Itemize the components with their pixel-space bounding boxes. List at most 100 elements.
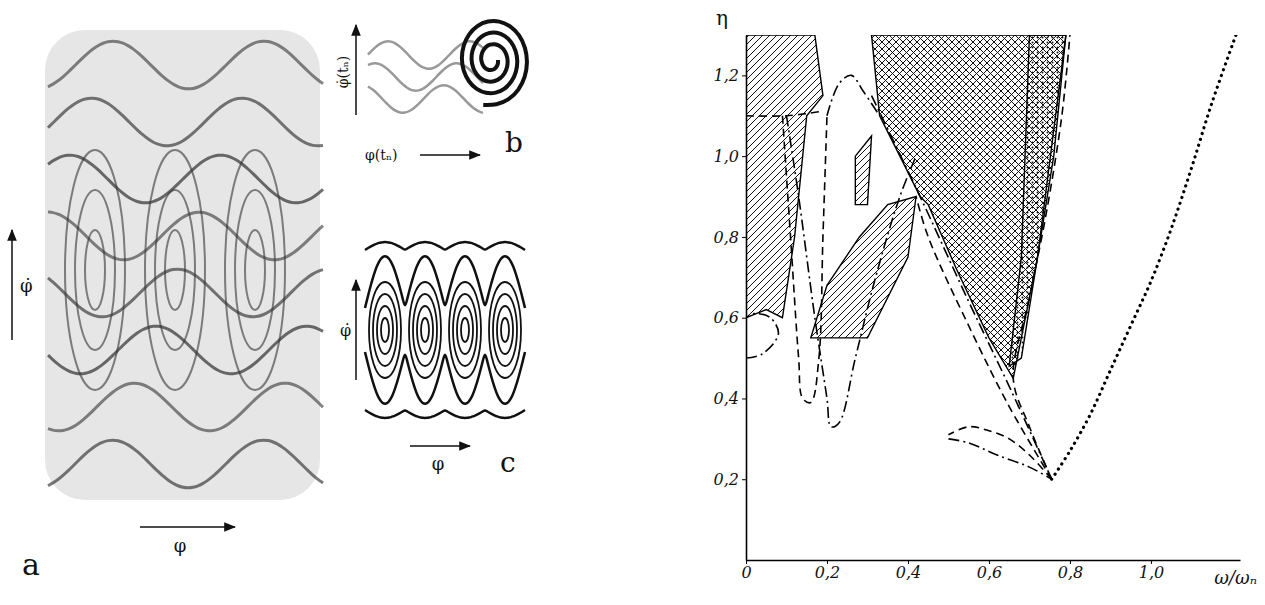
orbit <box>449 282 481 378</box>
rotation-orbit <box>365 242 525 250</box>
x-tick: 1,0 <box>1139 560 1164 582</box>
orbit <box>457 306 473 354</box>
y-tick-label: 0,2 <box>714 470 739 489</box>
orbit <box>381 318 389 342</box>
y-tick: 0,8 <box>714 228 746 247</box>
x-tick-label: 0,6 <box>977 563 1002 582</box>
panel-label: a <box>22 547 40 582</box>
x-axis-title: ω/ωₙ <box>1214 567 1257 588</box>
curve <box>782 116 827 403</box>
y-tick-label: 0,4 <box>714 389 739 408</box>
orbit <box>489 282 521 378</box>
panel-a: φ̇ φ a <box>12 30 323 582</box>
panel-label: c <box>500 446 516 479</box>
trajectory <box>48 41 323 89</box>
orbit <box>409 282 441 378</box>
orbit <box>453 294 477 366</box>
panel-b: φ̇(tₙ) φ(tₙ) b <box>335 21 527 163</box>
orbit <box>225 150 285 390</box>
y-tick-mark <box>742 398 746 399</box>
curve <box>1052 35 1236 479</box>
orbit <box>421 318 429 342</box>
x-tick: 0,4 <box>896 560 921 582</box>
trajectory <box>48 383 323 431</box>
orbit <box>417 306 433 354</box>
curve <box>916 197 1052 480</box>
curve <box>786 116 916 427</box>
x-axis-line <box>747 560 1241 562</box>
curve <box>1013 35 1070 479</box>
separatrix <box>365 352 525 404</box>
spiral <box>462 21 527 105</box>
orbit <box>145 150 205 390</box>
y-axis: 0,2 0,4 0,6 0,8 1,0 1,2 <box>714 36 747 561</box>
y-tick: 1,2 <box>714 66 746 85</box>
x-tick-label: 0 <box>741 563 751 582</box>
curve <box>746 314 778 359</box>
trajectory <box>48 326 323 374</box>
orbit <box>493 294 517 366</box>
y-axis-title: η <box>716 6 728 30</box>
axis-arrow <box>355 280 357 380</box>
region <box>855 136 871 205</box>
axis-arrow <box>11 230 13 340</box>
panel-label: φ(tₙ) <box>365 147 397 163</box>
x-tick-label: 1,0 <box>1139 563 1164 582</box>
axis-arrow <box>410 445 470 447</box>
orbit <box>165 230 185 310</box>
orbit <box>461 318 469 342</box>
panel-c: φ̇ φ c <box>340 242 525 479</box>
y-tick-mark <box>742 479 746 480</box>
axis-arrow <box>140 526 235 528</box>
orbit <box>377 306 393 354</box>
y-tick-label: 1,0 <box>714 147 739 166</box>
orbit <box>155 190 195 350</box>
y-tick: 0,2 <box>714 470 746 489</box>
panel-label: φ̇ <box>340 321 351 340</box>
x-tick: 0 <box>741 560 751 582</box>
figure: φ̇φaφ̇(tₙ)φ(tₙ)bφ̇φc00,20,40,60,81,00,20… <box>0 0 1265 605</box>
x-tick: 0,2 <box>815 560 840 582</box>
y-tick-mark <box>742 156 746 157</box>
chart: 0 0,2 0,4 0,6 0,8 1,0 0,2 0,4 0,6 0,8 1,0 1,2 η ω/ωₙ <box>714 6 1257 588</box>
x-tick-label: 0,4 <box>896 563 921 582</box>
orbit <box>85 230 105 310</box>
orbit <box>369 282 401 378</box>
y-tick: 0,4 <box>714 389 746 408</box>
rotation-orbit <box>365 410 525 418</box>
trajectory <box>368 85 483 113</box>
curve <box>948 439 1051 479</box>
panel-label: φ̇ <box>20 275 33 296</box>
curve <box>746 112 819 116</box>
orbit <box>245 230 265 310</box>
y-tick: 1,0 <box>714 147 746 166</box>
y-axis-line <box>746 36 748 561</box>
y-tick-label: 0,6 <box>714 308 739 327</box>
y-tick-mark <box>742 237 746 238</box>
y-tick-label: 0,8 <box>714 228 739 247</box>
trajectory <box>48 155 323 203</box>
x-tick-label: 0,8 <box>1058 563 1083 582</box>
region <box>811 197 916 338</box>
separatrix <box>365 256 525 308</box>
orbit <box>373 294 397 366</box>
plot-area <box>746 35 1236 479</box>
photo-ground <box>45 30 320 500</box>
phase-portraits: φ̇ φ a φ̇(tₙ) φ(tₙ) b φ̇ φ c <box>12 21 527 582</box>
curve <box>827 75 880 115</box>
panel-label: b <box>505 126 523 159</box>
x-tick: 0,6 <box>977 560 1002 582</box>
orbit <box>235 190 275 350</box>
x-tick: 0,8 <box>1058 560 1083 582</box>
y-tick-mark <box>742 75 746 76</box>
trajectory <box>48 98 323 146</box>
axis-arrow <box>420 154 480 156</box>
y-tick: 0,6 <box>714 308 746 327</box>
x-tick-label: 0,2 <box>815 563 840 582</box>
y-tick-mark <box>742 318 746 319</box>
region <box>746 35 823 318</box>
orbit <box>75 190 115 350</box>
panel-label: φ <box>432 453 445 474</box>
panel-label: φ̇(tₙ) <box>335 56 351 88</box>
panel-label: φ <box>174 535 187 556</box>
